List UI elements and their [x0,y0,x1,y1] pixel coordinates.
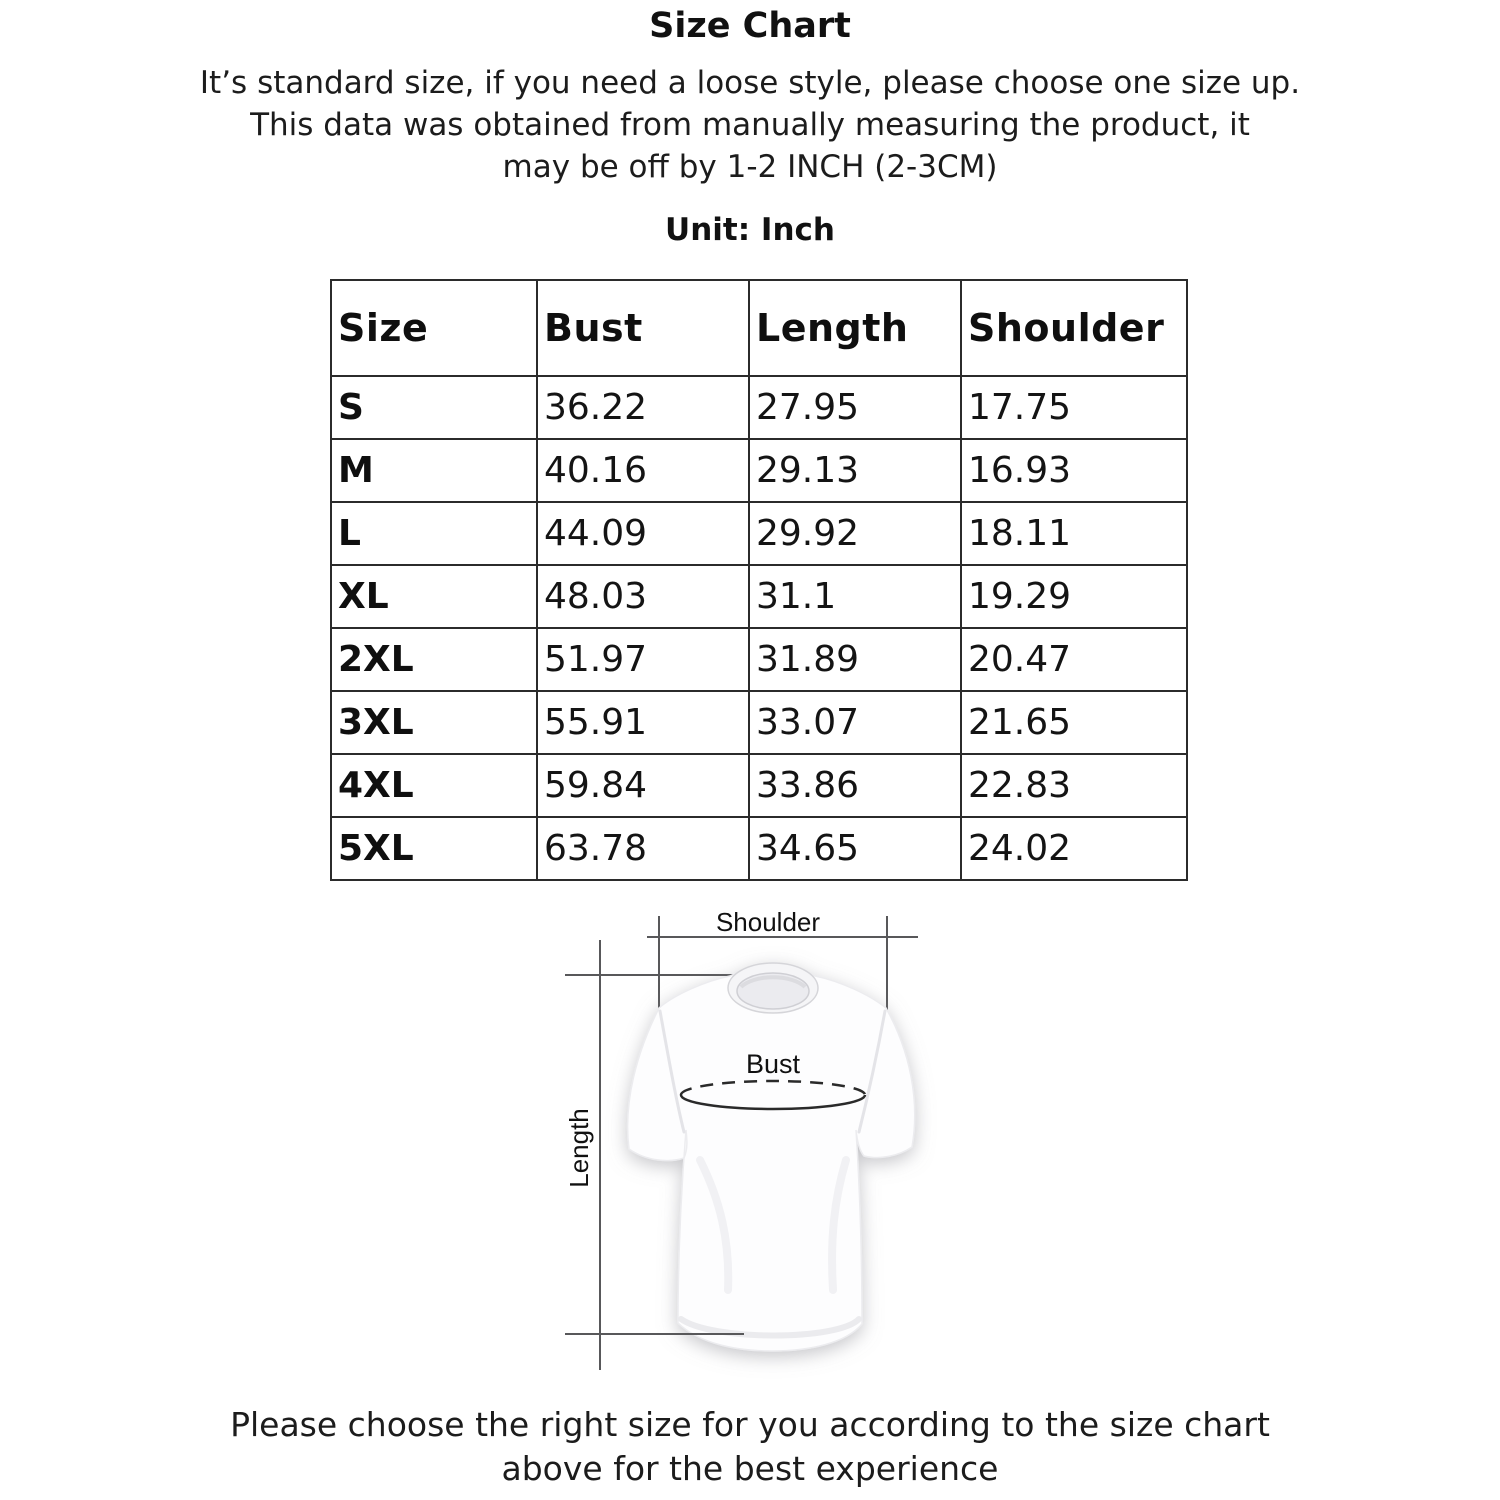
page-title: Size Chart [649,6,851,46]
tshirt-collar [727,962,819,1014]
footer-line-2: above for the best experience [501,1449,999,1488]
value-cell: 20.47 [960,627,1188,692]
column-header-bust: Bust [536,279,750,377]
table-row: XL 48.03 31.1 19.29 [330,564,1188,629]
table-row: 5XL 63.78 34.65 24.02 [330,816,1188,881]
value-cell: 19.29 [960,564,1188,629]
value-cell: 22.83 [960,753,1188,818]
footer-line-1: Please choose the right size for you acc… [230,1405,1270,1444]
shoulder-label: Shoulder [716,907,820,937]
value-cell: 31.89 [748,627,962,692]
value-cell: 63.78 [536,816,750,881]
value-cell: 29.13 [748,438,962,503]
value-cell: 21.65 [960,690,1188,755]
value-cell: 55.91 [536,690,750,755]
intro-text: It’s standard size, if you need a loose … [0,62,1500,188]
value-cell: 24.02 [960,816,1188,881]
tshirt-shading [658,1009,887,1339]
tshirt-illustration [626,962,916,1352]
column-header-shoulder: Shoulder [960,279,1188,377]
column-header-length: Length [748,279,962,377]
value-cell: 18.11 [960,501,1188,566]
value-cell: 40.16 [536,438,750,503]
value-cell: 36.22 [536,375,750,440]
table-row: 3XL 55.91 33.07 21.65 [330,690,1188,755]
value-cell: 44.09 [536,501,750,566]
value-cell: 34.65 [748,816,962,881]
value-cell: 16.93 [960,438,1188,503]
size-cell: 3XL [330,690,538,755]
intro-line-2: This data was obtained from manually mea… [250,107,1250,143]
intro-line-1: It’s standard size, if you need a loose … [199,65,1301,101]
unit-label: Unit: Inch [665,212,835,248]
value-cell: 51.97 [536,627,750,692]
value-cell: 48.03 [536,564,750,629]
value-cell: 33.86 [748,753,962,818]
table-row: 2XL 51.97 31.89 20.47 [330,627,1188,692]
table-row: L 44.09 29.92 18.11 [330,501,1188,566]
table-row: M 40.16 29.13 16.93 [330,438,1188,503]
tshirt-body [626,969,916,1352]
intro-line-3: may be off by 1-2 INCH (2-3CM) [502,149,998,185]
measurement-diagram: Shoulder Bust Length [564,907,918,1370]
size-cell: XL [330,564,538,629]
size-cell: 2XL [330,627,538,692]
size-cell: 4XL [330,753,538,818]
size-cell: 5XL [330,816,538,881]
value-cell: 33.07 [748,690,962,755]
value-cell: 59.84 [536,753,750,818]
value-cell: 29.92 [748,501,962,566]
size-cell: S [330,375,538,440]
bust-label: Bust [746,1049,801,1079]
table-header-row: Size Bust Length Shoulder [330,279,1188,377]
table-row: S 36.22 27.95 17.75 [330,375,1188,440]
size-table: Size Bust Length Shoulder S 36.22 27.95 17.… [330,279,1188,881]
bust-measure-ellipse [679,1079,867,1111]
value-cell: 31.1 [748,564,962,629]
footer-note: Please choose the right size for you acc… [0,1403,1500,1491]
size-cell: L [330,501,538,566]
column-header-size: Size [330,279,538,377]
value-cell: 17.75 [960,375,1188,440]
table-row: 4XL 59.84 33.86 22.83 [330,753,1188,818]
length-label: Length [564,1108,594,1188]
value-cell: 27.95 [748,375,962,440]
dimension-lines [565,916,918,1370]
size-cell: M [330,438,538,503]
size-table-body: S 36.22 27.95 17.75 M 40.16 29.13 16.93 L 44.09 29… [330,375,1188,881]
